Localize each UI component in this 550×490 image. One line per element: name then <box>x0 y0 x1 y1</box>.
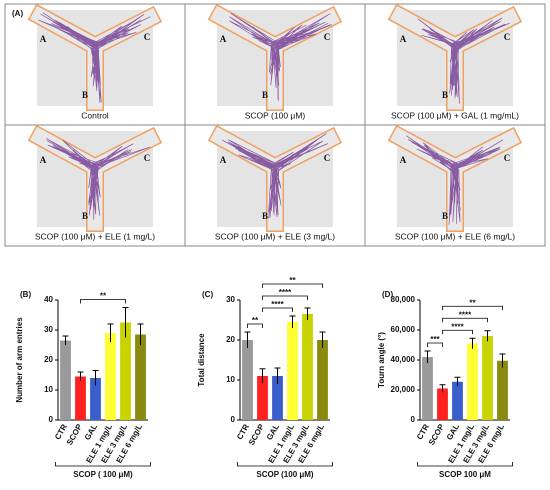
significance-bracket <box>262 283 323 288</box>
track <box>45 138 151 220</box>
significance-bracket <box>262 295 308 300</box>
y-tick-label: 30 <box>44 325 53 334</box>
maze-arm-floor <box>444 7 521 57</box>
y-tick-label: 60,000 <box>391 325 416 334</box>
arm-label: C <box>324 32 331 42</box>
y-axis-label: Total distance <box>197 333 206 387</box>
significance-bracket <box>442 317 488 323</box>
significance-bracket <box>442 305 503 311</box>
group-bracket <box>55 462 151 467</box>
maze-caption: SCOP (100 μM) <box>245 110 306 120</box>
maze-caption: SCOP (100 μM) + ELE (3 mg/L) <box>215 231 335 241</box>
group-bracket <box>237 462 333 467</box>
significance-label: ** <box>469 298 476 307</box>
y-tick-label: 20 <box>226 335 235 344</box>
arm-label: B <box>442 90 448 100</box>
y-tick-label: 10 <box>44 385 53 394</box>
significance-label: ** <box>252 316 259 325</box>
group-label: SCOP (100 μM) <box>256 470 314 479</box>
track <box>406 135 504 225</box>
x-tick-label: SCOP <box>247 422 266 447</box>
significance-bracket <box>262 307 293 312</box>
significance-label: **** <box>279 288 292 297</box>
bar <box>482 336 493 420</box>
maze-caption: SCOP (100 μM) + ELE (6 mg/L) <box>395 231 515 241</box>
y-tick-label: 20,000 <box>391 385 416 394</box>
maze-caption: Control <box>81 110 109 120</box>
track <box>222 133 329 219</box>
arm-label: B <box>262 90 268 100</box>
bar <box>242 340 253 420</box>
arm-label: B <box>82 90 88 100</box>
arm-label: A <box>400 34 407 44</box>
significance-label: **** <box>451 322 464 331</box>
bar <box>497 360 508 420</box>
y-tick-label: 0 <box>231 415 236 424</box>
arm-label: C <box>144 153 151 163</box>
bar <box>90 378 101 420</box>
group-label: SCOP ( 100 μM) <box>73 470 133 479</box>
track <box>38 12 151 103</box>
panel-label: (C) <box>202 290 213 299</box>
y-tick-label: 80,000 <box>391 295 416 304</box>
arm-label: B <box>262 211 268 221</box>
arm-label: A <box>40 155 47 165</box>
bar <box>272 376 283 420</box>
bar <box>467 343 478 420</box>
arm-label: C <box>504 32 511 42</box>
y-axis-label: Tourn angle (°) <box>377 332 386 388</box>
arm-label: C <box>504 153 511 163</box>
bar <box>317 340 328 420</box>
y-tick-label: 10 <box>226 375 235 384</box>
bar <box>60 340 71 420</box>
bar <box>257 376 268 420</box>
y-tick-label: 40,000 <box>391 355 416 364</box>
bar <box>120 322 131 420</box>
arm-label: A <box>400 155 407 165</box>
bar <box>422 357 433 420</box>
arm-label: C <box>324 153 331 163</box>
significance-label: ** <box>100 292 107 301</box>
bar <box>75 376 86 420</box>
panel-label: (B) <box>20 290 31 299</box>
x-tick-label: SCOP <box>427 422 446 447</box>
panel-label: (A) <box>12 9 23 18</box>
bar <box>437 388 448 420</box>
significance-bracket <box>80 299 126 304</box>
y-tick-label: 40 <box>44 295 53 304</box>
bar <box>302 314 313 420</box>
arm-label: A <box>40 34 47 44</box>
arm-label: A <box>220 34 227 44</box>
panel-label: (D) <box>382 290 393 299</box>
significance-label: **** <box>271 300 284 309</box>
arm-label: B <box>82 211 88 221</box>
significance-label: *** <box>430 335 440 344</box>
arm-label: A <box>220 155 227 165</box>
x-tick-label: SCOP <box>65 422 84 447</box>
bar <box>135 334 146 420</box>
significance-bracket <box>427 342 443 347</box>
y-tick-label: 0 <box>49 415 54 424</box>
bar <box>105 333 116 420</box>
maze-caption: SCOP (100 μM) + GAL (1 mg/mL) <box>391 110 519 120</box>
y-tick-label: 30 <box>226 295 235 304</box>
arm-label: C <box>144 32 151 42</box>
maze-caption: SCOP (100 μM) + ELE (1 mg/L) <box>35 231 155 241</box>
bar <box>287 322 298 420</box>
arm-label: B <box>442 211 448 221</box>
y-tick-label: 20 <box>44 355 53 364</box>
y-axis-label: Number of arm entries <box>15 317 24 403</box>
bar <box>452 381 463 420</box>
significance-label: **** <box>459 310 472 319</box>
significance-bracket <box>442 329 473 335</box>
significance-bracket <box>247 323 263 328</box>
track <box>417 17 510 104</box>
significance-label: ** <box>289 276 296 285</box>
track <box>229 13 333 101</box>
group-bracket <box>417 462 513 467</box>
y-tick-label: 0 <box>411 415 416 424</box>
group-label: SCOP 100 μM <box>439 470 491 479</box>
